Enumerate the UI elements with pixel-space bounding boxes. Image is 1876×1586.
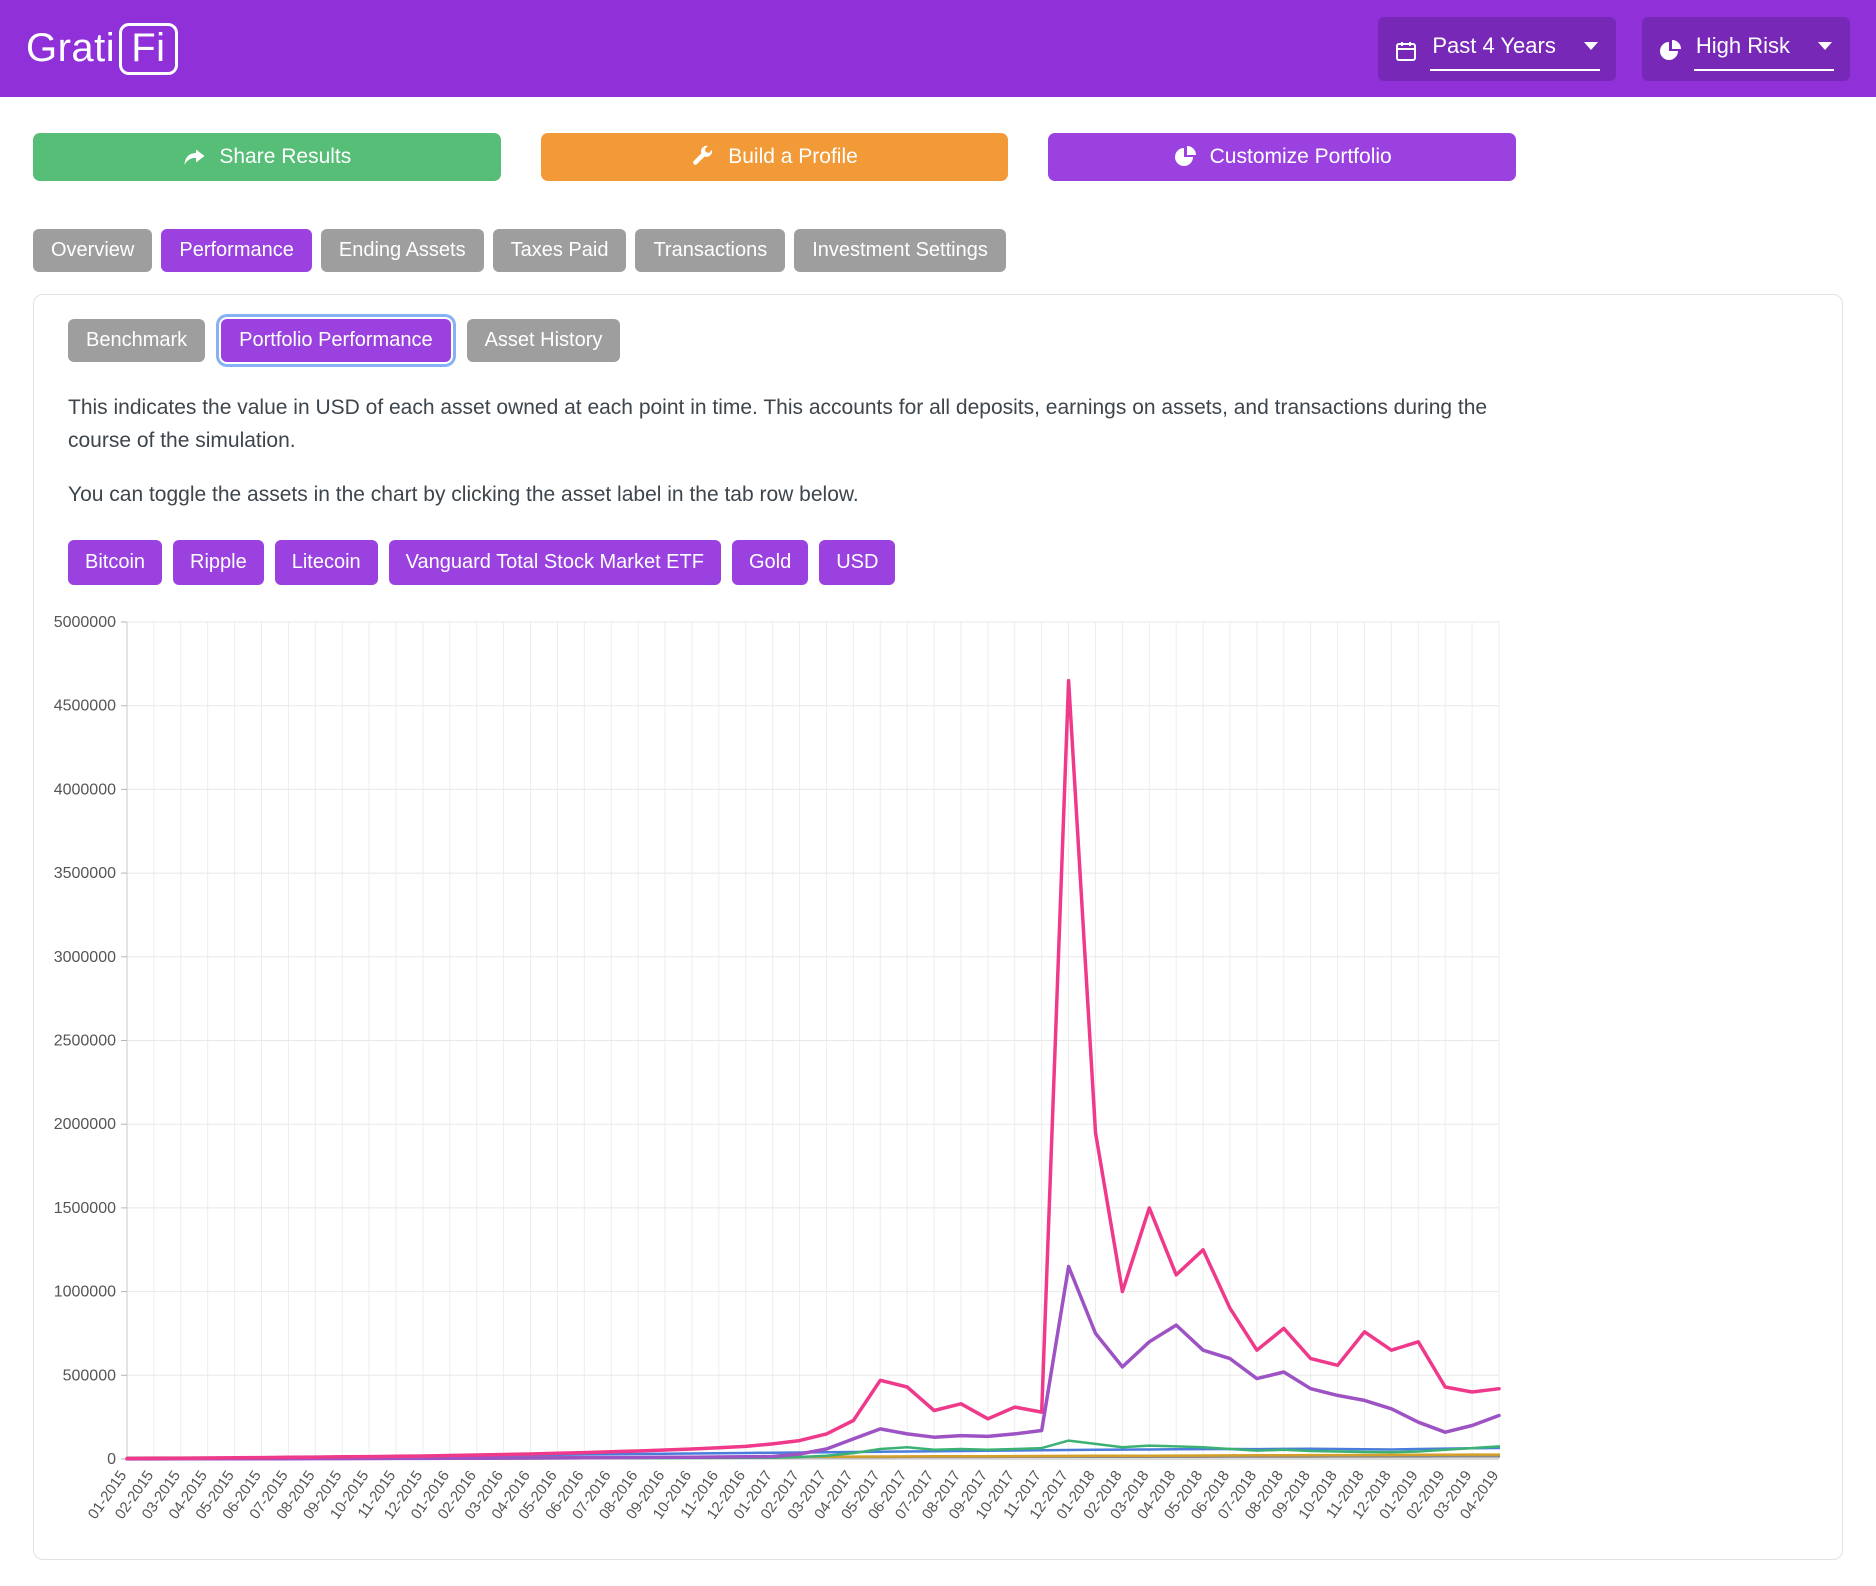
- wrench-icon: [691, 145, 715, 169]
- svg-text:2500000: 2500000: [54, 1032, 116, 1049]
- tab-overview[interactable]: Overview: [33, 229, 153, 272]
- asset-toggle-usd[interactable]: USD: [819, 539, 896, 585]
- actions-row: Share Results Build a Profile Customize …: [33, 133, 1517, 181]
- tab-taxes-paid[interactable]: Taxes Paid: [492, 229, 627, 272]
- svg-text:4500000: 4500000: [54, 697, 116, 714]
- risk-value-wrap: High Risk: [1693, 31, 1834, 71]
- risk-select[interactable]: High Risk: [1641, 16, 1850, 81]
- svg-text:0: 0: [107, 1451, 116, 1468]
- build-profile-button[interactable]: Build a Profile: [540, 133, 1009, 181]
- svg-text:1000000: 1000000: [54, 1283, 116, 1300]
- chevron-down-icon: [1818, 41, 1832, 50]
- asset-toggle-litecoin[interactable]: Litecoin: [274, 539, 378, 585]
- header-controls: Past 4 Years High Risk: [1378, 16, 1850, 81]
- svg-text:2000000: 2000000: [54, 1116, 116, 1133]
- asset-toggle-vanguard-etf[interactable]: Vanguard Total Stock Market ETF: [388, 539, 721, 585]
- time-range-value: Past 4 Years: [1432, 32, 1556, 58]
- chart-area: 0 500000 1000000 1500000 2000000 2500000 30000…: [52, 609, 1824, 1559]
- share-results-button[interactable]: Share Results: [33, 133, 501, 181]
- risk-value: High Risk: [1695, 32, 1790, 58]
- sub-tabs: Benchmark Portfolio Performance Asset Hi…: [68, 319, 1824, 362]
- description-paragraph-1: This indicates the value in USD of each …: [68, 396, 1488, 452]
- asset-toggle-bitcoin[interactable]: Bitcoin: [68, 539, 163, 585]
- pie-chart-icon: [1173, 145, 1197, 169]
- brand-text: Grati: [26, 26, 116, 70]
- tab-performance[interactable]: Performance: [161, 229, 312, 272]
- svg-text:500000: 500000: [63, 1367, 116, 1384]
- chevron-down-icon: [1583, 41, 1598, 50]
- svg-text:4000000: 4000000: [54, 781, 116, 798]
- customize-portfolio-label: Customize Portfolio: [1209, 145, 1392, 168]
- tab-transactions[interactable]: Transactions: [635, 229, 786, 272]
- svg-text:1500000: 1500000: [54, 1200, 116, 1217]
- subtab-portfolio-performance[interactable]: Portfolio Performance: [221, 319, 451, 362]
- time-range-select[interactable]: Past 4 Years: [1378, 16, 1616, 81]
- asset-toggle-gold[interactable]: Gold: [731, 539, 809, 585]
- svg-text:3000000: 3000000: [54, 948, 116, 965]
- share-arrow-icon: [182, 145, 206, 169]
- svg-text:5000000: 5000000: [54, 614, 116, 631]
- pie-chart-icon: [1658, 39, 1682, 63]
- svg-text:3500000: 3500000: [54, 865, 116, 882]
- build-profile-label: Build a Profile: [728, 145, 858, 168]
- brand-fi-box: Fi: [119, 22, 178, 75]
- subtab-benchmark[interactable]: Benchmark: [68, 319, 206, 362]
- tab-investment-settings[interactable]: Investment Settings: [794, 229, 1006, 272]
- time-range-value-wrap: Past 4 Years: [1430, 31, 1600, 71]
- share-results-label: Share Results: [219, 145, 352, 168]
- brand-logo[interactable]: Grati Fi: [26, 22, 178, 75]
- tab-ending-assets[interactable]: Ending Assets: [320, 229, 484, 272]
- calendar-icon: [1394, 39, 1418, 63]
- performance-card: Benchmark Portfolio Performance Asset Hi…: [33, 294, 1843, 1560]
- description-paragraph-2: You can toggle the assets in the chart b…: [68, 483, 859, 507]
- asset-toggle-row: Bitcoin Ripple Litecoin Vanguard Total S…: [68, 539, 1808, 585]
- portfolio-performance-chart: 0 500000 1000000 1500000 2000000 2500000 30000…: [54, 614, 1503, 1522]
- asset-toggle-ripple[interactable]: Ripple: [173, 539, 264, 585]
- app-header: Grati Fi Past 4 Years High Risk: [0, 0, 1876, 97]
- customize-portfolio-button[interactable]: Customize Portfolio: [1048, 133, 1517, 181]
- subtab-asset-history[interactable]: Asset History: [466, 319, 621, 362]
- main-tabs: Overview Performance Ending Assets Taxes…: [33, 229, 1843, 272]
